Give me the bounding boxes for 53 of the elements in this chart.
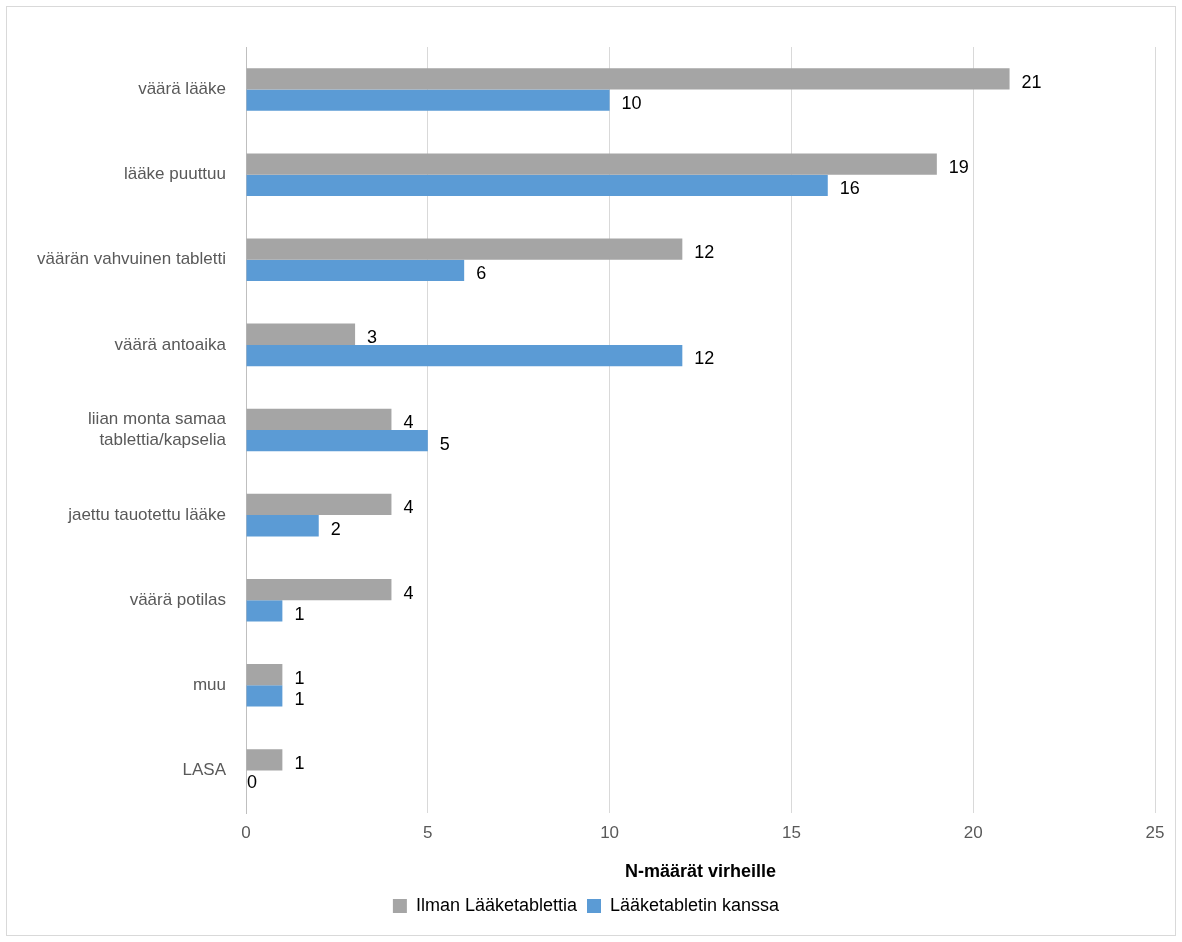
bar	[246, 259, 465, 282]
data-label: 5	[439, 433, 450, 454]
bar	[246, 685, 283, 707]
x-tick-label: 20	[963, 822, 983, 842]
x-axis-title: N-määrät virheille	[624, 861, 777, 882]
data-label: 10	[621, 93, 642, 114]
y-tick-label: LASA	[182, 760, 227, 780]
bar	[246, 89, 610, 111]
y-tick-label: muu	[192, 675, 227, 695]
bar	[246, 493, 392, 516]
x-tick-label: 25	[1145, 822, 1165, 842]
y-tick-label: väärä lääke	[138, 79, 227, 99]
data-label: 6	[476, 263, 487, 284]
bar	[246, 408, 392, 430]
data-label: 12	[694, 348, 715, 369]
bar	[246, 174, 828, 196]
data-label: 12	[694, 242, 715, 263]
bar	[246, 68, 1010, 90]
x-tick-label: 0	[241, 822, 251, 842]
bar	[246, 600, 283, 622]
data-label: 19	[948, 157, 969, 177]
data-label: 16	[839, 178, 860, 199]
data-label: 4	[403, 497, 414, 518]
x-tick-label: 5	[423, 822, 433, 842]
bar	[246, 430, 428, 452]
data-label: 2	[330, 518, 341, 539]
bar	[246, 344, 683, 367]
data-label: 0	[247, 772, 258, 793]
bar	[246, 153, 937, 175]
data-label: 1	[294, 603, 305, 624]
data-label: 1	[294, 688, 305, 709]
y-tick-label: väärä antoaika	[114, 334, 227, 354]
data-label: 4	[403, 412, 414, 433]
x-tick-label: 15	[781, 822, 801, 842]
data-label: 1	[294, 667, 305, 688]
data-label: 1	[294, 752, 305, 773]
bar	[246, 749, 283, 771]
y-tick-label: väärä potilas	[129, 589, 227, 609]
bar	[246, 664, 283, 686]
bar	[246, 578, 392, 601]
x-tick-label: 10	[600, 822, 620, 842]
y-tick-label: väärän vahvuinen tabletti	[36, 249, 227, 269]
bar	[246, 515, 319, 537]
bar	[246, 323, 356, 345]
y-tick-label: jaettu tauotettu lääke	[67, 504, 227, 524]
y-tick-label: liian monta samaa tablettia/kapselia	[88, 409, 227, 449]
legend-label: Lääketabletin kanssa	[609, 894, 781, 915]
bar	[246, 238, 683, 260]
y-tick-label: lääke puuttuu	[123, 164, 227, 184]
data-label: 4	[403, 582, 414, 603]
legend-label: Ilman Lääketablettia	[415, 894, 578, 915]
data-label: 21	[1021, 71, 1042, 92]
data-label: 3	[367, 327, 378, 348]
